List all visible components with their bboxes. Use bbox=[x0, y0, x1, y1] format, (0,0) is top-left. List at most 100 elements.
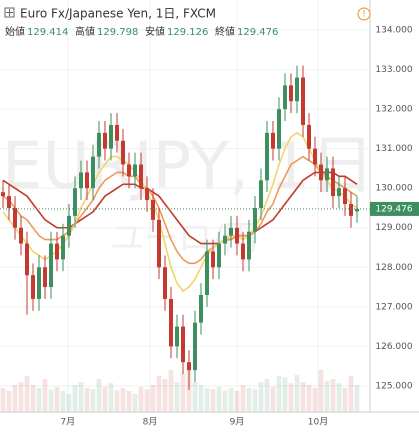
volume-bar bbox=[54, 386, 60, 412]
candle-body bbox=[91, 156, 95, 189]
candle-body bbox=[139, 164, 143, 189]
candle-body bbox=[319, 164, 323, 181]
volume-bar bbox=[288, 383, 294, 412]
volume-bar bbox=[282, 377, 288, 412]
x-tick-label: 9月 bbox=[230, 417, 245, 428]
volume-bar bbox=[336, 383, 342, 412]
candle-body bbox=[97, 132, 101, 157]
volume-bar bbox=[348, 376, 354, 412]
candle-body bbox=[37, 267, 41, 299]
candle-body bbox=[265, 132, 269, 181]
candle-body bbox=[301, 77, 305, 125]
ohlc-value: 129.126 bbox=[167, 27, 208, 38]
candle-body bbox=[109, 124, 113, 149]
ohlc-value: 129.414 bbox=[27, 27, 68, 38]
volume-bar bbox=[108, 383, 114, 412]
volume-bar bbox=[276, 376, 282, 412]
candle-body bbox=[169, 298, 173, 347]
volume-bar bbox=[138, 386, 144, 412]
candle-body bbox=[211, 251, 215, 268]
volume-bar bbox=[174, 382, 180, 412]
volume-bar bbox=[324, 380, 330, 412]
candle-body bbox=[331, 168, 335, 197]
volume-bar bbox=[156, 376, 162, 412]
candle-body bbox=[25, 243, 29, 276]
ohlc-label: 安値 bbox=[145, 25, 165, 38]
candle-body bbox=[277, 109, 281, 149]
volume-bar bbox=[30, 385, 36, 412]
y-tick-label: 133.000 bbox=[375, 65, 412, 75]
ohlc-value: 129.798 bbox=[97, 27, 138, 38]
candle-body bbox=[253, 207, 257, 232]
ohlc-legend: 始値 129.414 高値 129.798 安値 129.126 終値 129.476 bbox=[5, 25, 278, 38]
candle-body bbox=[7, 196, 11, 208]
volume-bar bbox=[168, 370, 174, 412]
candle-body bbox=[67, 215, 71, 236]
volume-bar bbox=[342, 388, 348, 412]
candle-body bbox=[49, 243, 53, 288]
candle-body bbox=[259, 180, 263, 208]
candle-body bbox=[217, 243, 221, 268]
candle-body bbox=[229, 227, 233, 236]
candle-body bbox=[85, 172, 89, 189]
candle-body bbox=[205, 251, 209, 295]
warning-icon[interactable] bbox=[357, 7, 371, 21]
ohlc-label: 高値 bbox=[75, 25, 95, 38]
candle-body bbox=[223, 235, 227, 244]
last-price-tag bbox=[370, 201, 419, 216]
volume-bar bbox=[66, 394, 72, 412]
volume-bar bbox=[354, 385, 360, 412]
candle-body bbox=[355, 208, 359, 212]
candle-body bbox=[19, 227, 23, 244]
volume-bar bbox=[84, 388, 90, 412]
candle-body bbox=[235, 227, 239, 244]
expand-icon[interactable] bbox=[4, 7, 15, 18]
volume-bar bbox=[222, 390, 228, 412]
volume-bar bbox=[210, 389, 216, 412]
volume-bar bbox=[198, 385, 204, 412]
candle-body bbox=[13, 207, 17, 228]
candle-body bbox=[115, 124, 119, 141]
volume-bar bbox=[330, 379, 336, 412]
chart-title: Euro Fx/Japanese Yen, 1日, FXCM bbox=[20, 7, 216, 21]
candle-body bbox=[349, 204, 353, 216]
volume-bar bbox=[162, 379, 168, 412]
volume-bar bbox=[216, 386, 222, 412]
candle-body bbox=[283, 85, 287, 110]
volume-bar bbox=[150, 385, 156, 412]
watermark: EURJPY, 1日 bbox=[2, 130, 374, 204]
last-price-label: 129.476 bbox=[375, 204, 412, 214]
y-tick-label: 128.000 bbox=[375, 263, 412, 273]
candle-body bbox=[187, 362, 191, 371]
volume-bar bbox=[72, 385, 78, 412]
candle-body bbox=[241, 243, 245, 260]
volume-bar bbox=[300, 382, 306, 412]
volume-bar bbox=[0, 388, 6, 412]
grid bbox=[0, 0, 370, 412]
volume-bar bbox=[192, 382, 198, 412]
candle-body bbox=[325, 168, 329, 181]
candle-body bbox=[271, 132, 275, 149]
volume-bar bbox=[318, 370, 324, 412]
y-tick-label: 129.000 bbox=[375, 223, 412, 233]
volume-bar bbox=[270, 386, 276, 412]
x-tick-label: 7月 bbox=[60, 417, 75, 428]
candle-body bbox=[61, 235, 65, 260]
moving-average bbox=[2, 171, 358, 245]
candle-body bbox=[151, 200, 155, 220]
y-tick-label: 127.000 bbox=[375, 302, 412, 312]
volume-bar bbox=[36, 388, 42, 412]
candle-body bbox=[289, 85, 293, 102]
candle-body bbox=[181, 326, 185, 363]
volume-bar bbox=[246, 388, 252, 412]
candle-body bbox=[175, 326, 179, 347]
volume-bar bbox=[78, 382, 84, 412]
candle-body bbox=[157, 219, 161, 268]
volume-bar bbox=[144, 389, 150, 412]
candle-body bbox=[145, 188, 149, 201]
candle-body bbox=[127, 164, 131, 177]
volume-bar bbox=[228, 388, 234, 412]
volume-bar bbox=[24, 376, 30, 412]
